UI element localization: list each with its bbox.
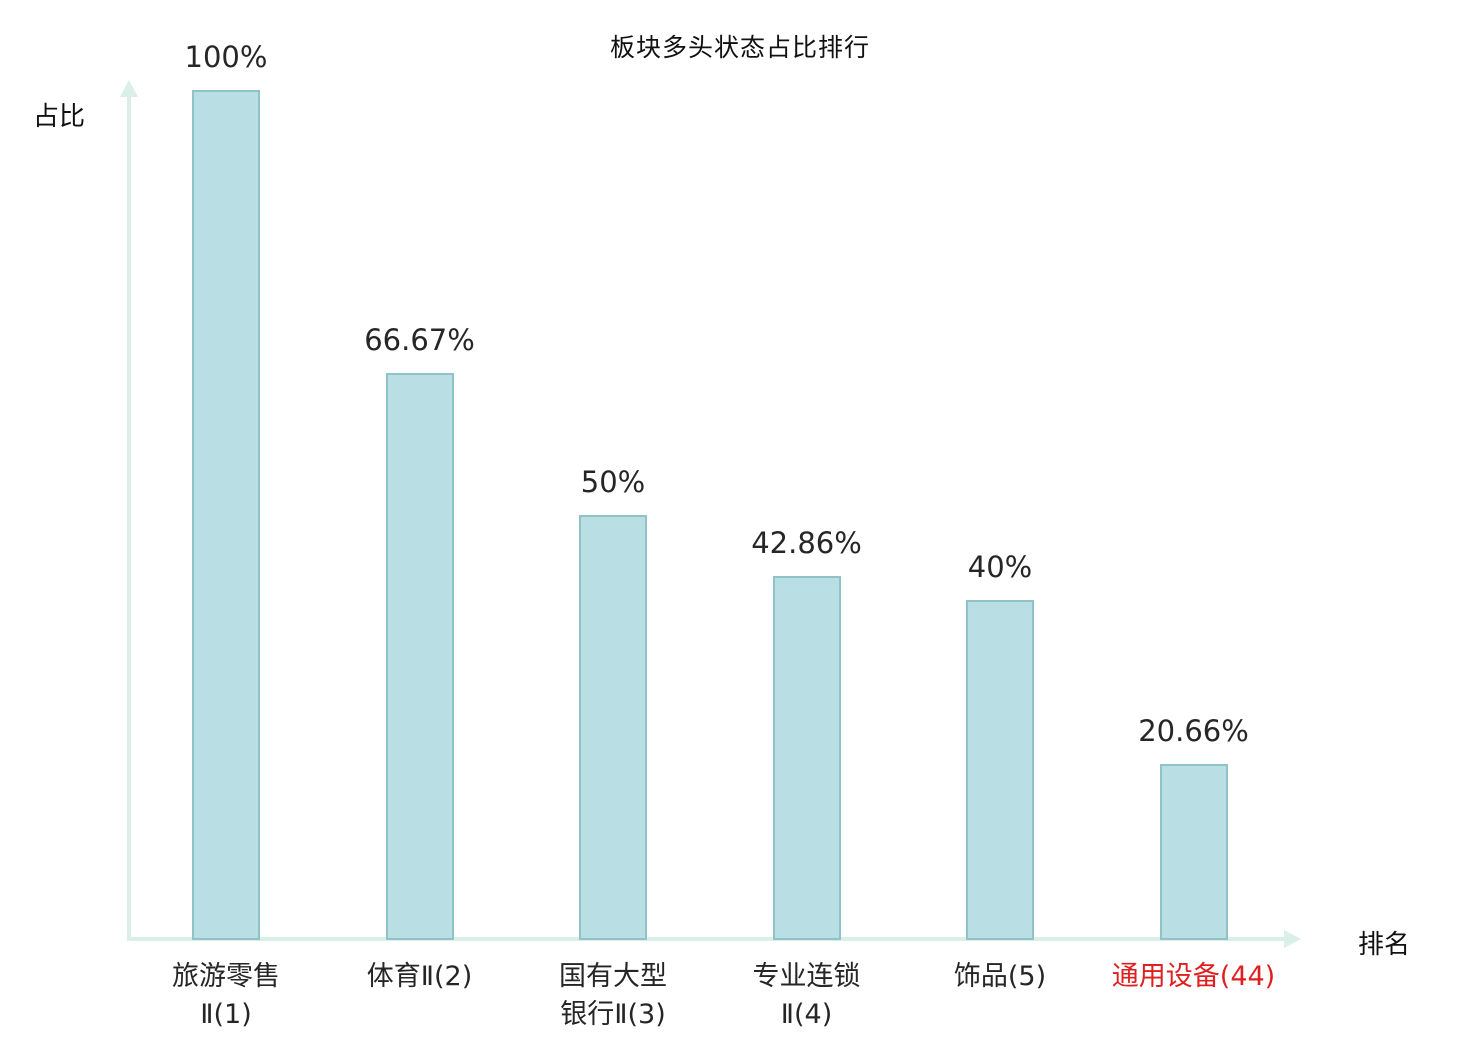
bar-2 (385, 373, 454, 940)
y-axis-label: 占比 (33, 102, 86, 132)
chart-title: 板块多头状态占比排行 (609, 33, 870, 62)
bar-value-label: 40% (967, 550, 1033, 584)
bar-value-label: 50% (580, 465, 646, 499)
x-axis-line (127, 937, 1286, 941)
category-label: 专业连锁 Ⅱ(4) (752, 961, 861, 1030)
bar-1 (192, 90, 260, 940)
category-label: 国有大型 银行Ⅱ(3) (559, 961, 667, 1030)
category-label: 体育Ⅱ(2) (366, 961, 473, 992)
x-axis-label: 排名 (1358, 930, 1411, 960)
bar-value-label: 66.67% (364, 323, 475, 358)
bar-6 (1159, 764, 1228, 940)
x-axis-arrow-icon (1284, 930, 1301, 948)
bar-4 (772, 575, 841, 940)
bar-value-label: 42.86% (751, 525, 862, 560)
category-label: 饰品(5) (953, 961, 1047, 992)
bar-5 (966, 600, 1034, 940)
bar-value-label: 100% (184, 40, 268, 74)
bar-value-label: 20.66% (1138, 714, 1249, 749)
category-label: 旅游零售 Ⅱ(1) (172, 961, 280, 1030)
y-axis-arrow-icon (120, 80, 138, 97)
y-axis-line (127, 94, 131, 940)
bar-3 (579, 515, 647, 940)
category-label: 通用设备(44) (1111, 961, 1276, 992)
